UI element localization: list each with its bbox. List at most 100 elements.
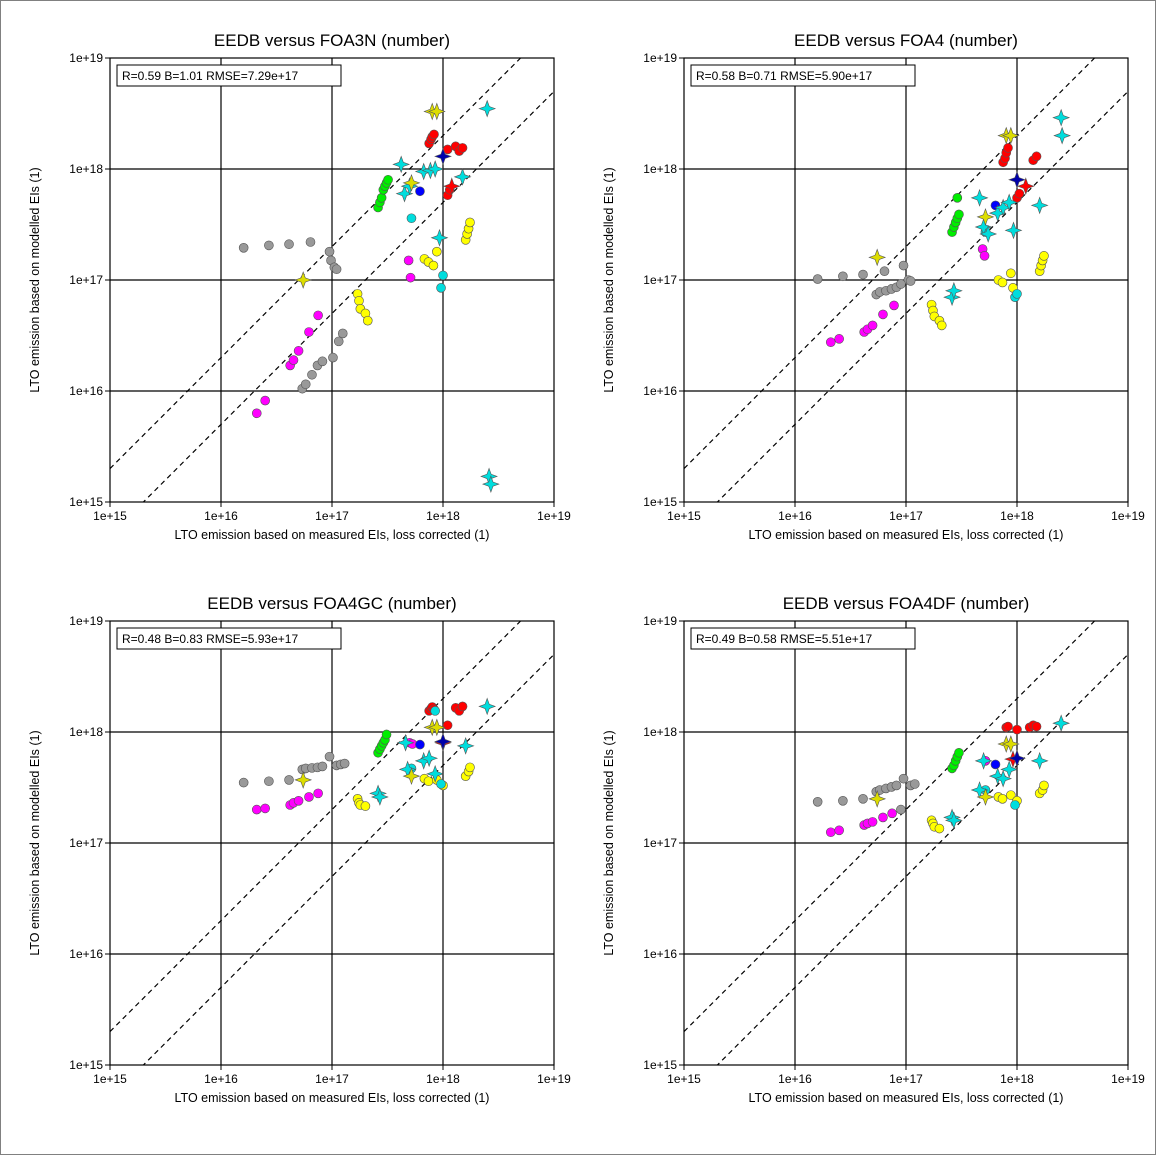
data-point-star — [1000, 193, 1019, 212]
data-point-star — [294, 771, 313, 789]
data-point — [1010, 800, 1020, 810]
x-axis-label: LTO emission based on measured EIs, loss… — [749, 528, 1064, 542]
y-axis-label: LTO emission based on modelled EIs (1) — [28, 730, 42, 955]
x-tick-label: 1e+17 — [889, 1072, 923, 1086]
data-point — [238, 777, 249, 788]
data-point — [465, 217, 475, 228]
data-point — [300, 379, 311, 390]
data-point — [438, 270, 448, 281]
reference-line — [716, 653, 1128, 1065]
y-tick-label: 1e+19 — [643, 51, 677, 65]
data-point — [313, 310, 323, 321]
x-tick-label: 1e+15 — [93, 1072, 127, 1086]
data-point — [405, 272, 416, 283]
reference-line — [716, 90, 1128, 502]
data-point — [898, 260, 909, 271]
data-point — [284, 775, 294, 785]
data-point-star — [1016, 177, 1035, 196]
data-points — [812, 108, 1072, 348]
stats-text: R=0.48 B=0.83 RMSE=5.93e+17 — [122, 632, 298, 646]
x-axis-label: LTO emission based on measured EIs, loss… — [175, 528, 490, 542]
y-tick-label: 1e+16 — [643, 384, 677, 398]
data-point-star — [1004, 221, 1023, 240]
y-tick-label: 1e+19 — [69, 51, 103, 65]
data-point-star — [970, 188, 989, 207]
y-tick-label: 1e+17 — [643, 836, 677, 850]
data-point-star — [481, 475, 500, 493]
reference-line — [684, 621, 1096, 1033]
data-point-star — [370, 788, 389, 806]
data-point-star — [868, 248, 887, 267]
data-point — [1006, 790, 1016, 800]
stats-text: R=0.49 B=0.58 RMSE=5.51e+17 — [696, 632, 872, 646]
y-tick-label: 1e+17 — [69, 273, 103, 287]
data-points — [812, 714, 1071, 838]
data-point — [997, 277, 1008, 288]
data-point — [838, 795, 848, 806]
x-tick-label: 1e+15 — [667, 1072, 701, 1086]
data-point — [293, 795, 304, 806]
data-point — [304, 792, 314, 802]
data-point — [288, 355, 299, 365]
data-point — [430, 706, 440, 716]
data-point-star — [427, 102, 446, 121]
data-point — [887, 808, 897, 819]
data-point — [825, 337, 836, 348]
data-point — [339, 758, 350, 769]
x-tick-label: 1e+16 — [778, 1072, 812, 1086]
x-tick-label: 1e+18 — [426, 509, 460, 523]
data-point — [333, 336, 344, 347]
x-tick-label: 1e+18 — [1000, 509, 1034, 523]
data-point — [909, 779, 920, 789]
y-tick-label: 1e+15 — [643, 1058, 677, 1072]
x-tick-label: 1e+16 — [204, 509, 238, 523]
data-point-star — [994, 769, 1013, 788]
data-point-star — [1052, 108, 1071, 127]
chart-title: EEDB versus FOA4DF (number) — [783, 594, 1030, 613]
data-point-star — [434, 732, 452, 751]
data-point — [457, 143, 468, 153]
y-axis-label: LTO emission based on modelled EIs (1) — [602, 167, 616, 392]
data-point — [304, 327, 314, 337]
data-point — [403, 255, 414, 266]
data-point — [264, 776, 274, 787]
data-point — [284, 239, 294, 250]
data-point — [954, 747, 964, 758]
data-point — [238, 243, 249, 253]
data-point-star — [1052, 714, 1071, 733]
y-tick-label: 1e+16 — [69, 947, 103, 961]
data-point-star — [426, 160, 445, 178]
data-point-star — [944, 811, 963, 830]
data-point — [465, 762, 475, 773]
data-point-star — [442, 177, 461, 196]
data-point-star — [396, 733, 415, 752]
data-point — [879, 266, 890, 277]
x-tick-label: 1e+18 — [426, 1072, 460, 1086]
data-point-star — [402, 173, 421, 192]
y-tick-label: 1e+18 — [69, 725, 103, 739]
stats-text: R=0.58 B=0.71 RMSE=5.90e+17 — [696, 69, 872, 83]
data-point-star — [434, 147, 452, 166]
x-tick-label: 1e+19 — [1111, 509, 1145, 523]
data-point — [952, 193, 963, 203]
chart-title: EEDB versus FOA3N (number) — [214, 31, 450, 50]
data-point — [997, 794, 1008, 804]
data-point — [317, 761, 328, 772]
data-point — [1039, 780, 1049, 791]
data-point — [428, 260, 439, 271]
data-point — [905, 276, 916, 286]
data-point — [936, 320, 947, 331]
y-axis-label: LTO emission based on modelled EIs (1) — [602, 730, 616, 955]
reference-line — [110, 621, 522, 1033]
data-point-star — [402, 767, 421, 786]
data-point — [436, 779, 446, 789]
data-point — [260, 803, 270, 814]
data-point — [990, 759, 1001, 770]
y-tick-label: 1e+18 — [69, 162, 103, 176]
y-tick-label: 1e+16 — [69, 384, 103, 398]
data-point — [457, 701, 468, 712]
